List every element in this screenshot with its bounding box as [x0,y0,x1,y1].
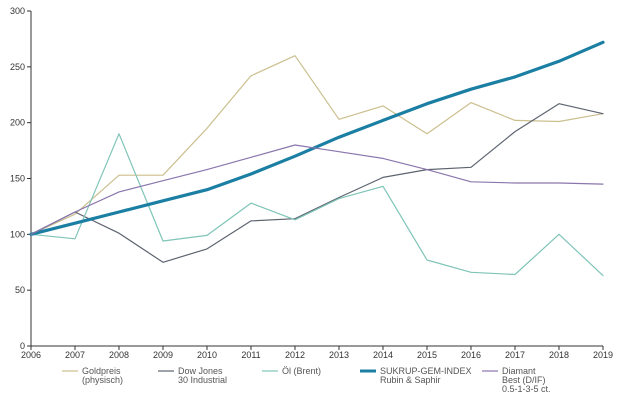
x-tick-label: 2008 [109,350,129,360]
x-tick-label: 2014 [373,350,393,360]
y-tick-label: 300 [10,6,25,16]
legend-label-5: Diamant [502,366,536,376]
y-tick-label: 250 [10,62,25,72]
legend-label-2: Dow Jones [178,366,223,376]
legend-label-2: 30 Industrial [178,375,227,385]
x-tick-label: 2013 [329,350,349,360]
y-tick-label: 100 [10,229,25,239]
y-tick-label: 50 [15,285,25,295]
legend-label-5: Best (D/IF) [502,375,546,385]
series-line-4 [29,40,605,236]
x-tick-label: 2011 [241,350,260,360]
x-tick-label: 2018 [549,350,569,360]
x-tick-label: 2007 [65,350,85,360]
y-axis: 0 50 100 150 200 250 300 [10,6,32,351]
series-layer [29,40,605,277]
legend-label-1: (physisch) [82,375,123,385]
y-tick-label: 150 [10,174,25,184]
series-line-3 [30,133,604,277]
x-tick-label: 2006 [21,350,41,360]
legend-label-5: 0.5-1-3-5 ct. [502,384,551,394]
legend-label-4: Rubin & Saphir [380,375,441,385]
x-tick-label: 2016 [461,350,481,360]
x-tick-label: 2017 [505,350,525,360]
y-tick-label: 0 [20,341,25,351]
x-tick-label: 2019 [593,350,613,360]
legend-label-1: Goldpreis [82,366,121,376]
legend-label-3: Öl (Brent) [282,366,321,376]
x-axis: 2006 2007 2008 2009 2010 2011 2012 2013 2014 2015… [21,345,613,360]
x-tick-label: 2015 [417,350,437,360]
series-line-5 [30,144,604,235]
series-line-1 [30,55,604,235]
series-line-2 [30,103,604,263]
x-tick-label: 2012 [285,350,305,360]
x-tick-label: 2010 [197,350,217,360]
legend-label-4: SUKRUP-GEM-INDEX [380,366,472,376]
y-tick-label: 200 [10,118,25,128]
x-tick-label: 2009 [153,350,173,360]
